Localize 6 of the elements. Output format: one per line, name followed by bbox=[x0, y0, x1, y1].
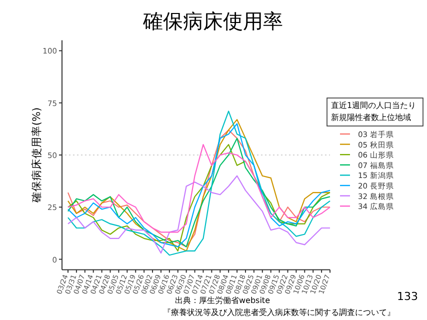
chart-title: 確保病床使用率 bbox=[142, 9, 283, 33]
source-note: 出典：厚生労働省website bbox=[175, 296, 270, 305]
text: 133 bbox=[397, 290, 418, 303]
text: 『療養状況等及び入院患者受入病床数等に関する調査について』 bbox=[163, 308, 395, 317]
y-axis-title: 確保病床使用率(%) bbox=[30, 107, 43, 204]
legend-title: 直近1週間の人口当たり新規陽性者数上位地域 bbox=[331, 101, 416, 122]
